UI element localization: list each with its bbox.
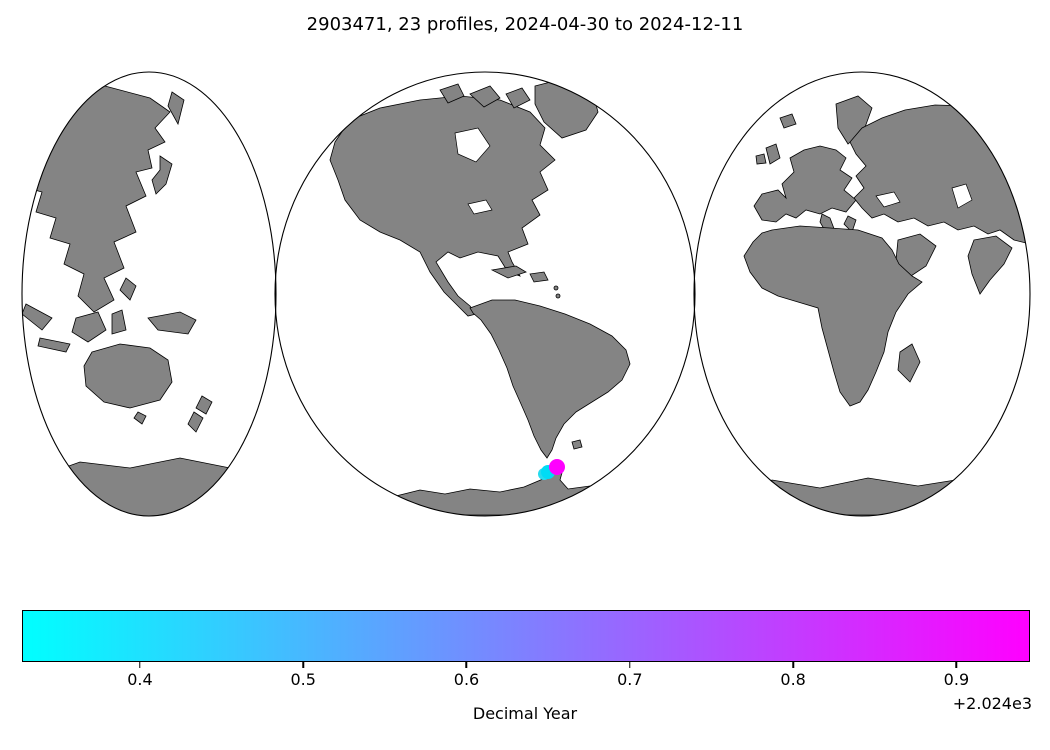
left-lobe-outline	[21, 71, 277, 517]
madagascar-island	[897, 343, 921, 383]
colorbar-axis-label: Decimal Year	[472, 704, 578, 723]
arctic-island	[439, 83, 465, 104]
center-lobe-outline	[274, 71, 696, 517]
japan-islands	[151, 155, 173, 195]
borneo-island	[71, 311, 107, 343]
tick-mark	[465, 662, 468, 668]
philippines-islands	[119, 277, 137, 301]
colorbar-tick: 0.7	[617, 662, 643, 689]
kamchatka-peninsula	[167, 91, 185, 126]
ireland-island	[755, 153, 767, 165]
tick-mark	[302, 662, 304, 668]
australia-landmass	[83, 343, 173, 409]
colorbar-tick: 0.8	[780, 662, 806, 689]
great-lakes	[467, 199, 493, 215]
iceland-island	[779, 113, 797, 129]
india-landmass	[967, 235, 1013, 295]
new-zealand-north-island	[195, 395, 213, 415]
cuba-island	[490, 265, 527, 279]
asia-landmass	[22, 85, 171, 313]
plot-title: 2903471, 23 profiles, 2024-04-30 to 2024…	[306, 14, 744, 35]
java-island	[37, 337, 71, 353]
projection-lobe-outlines	[21, 71, 1031, 517]
profile-points-group	[538, 459, 565, 480]
sulawesi-island	[111, 309, 127, 335]
colorbar-gradient	[22, 610, 1030, 662]
antilles-island	[553, 285, 559, 291]
south-america-landmass	[469, 299, 631, 459]
profile-marker	[549, 459, 565, 475]
new-guinea-island	[147, 311, 197, 335]
right-lobe-outline	[693, 71, 1031, 517]
tick-label: 0.7	[617, 670, 643, 689]
colorbar-tick: 0.9	[944, 662, 969, 689]
colorbar-offset-text: +2.024e3	[952, 694, 1032, 713]
north-america-landmass	[329, 95, 556, 317]
tick-label: 0.6	[453, 670, 480, 689]
tick-mark	[629, 662, 631, 668]
tick-label: 0.5	[290, 670, 316, 689]
new-zealand-south-island	[187, 411, 204, 433]
tasmania-island	[133, 411, 147, 425]
tick-mark	[139, 662, 141, 668]
colorbar-tick: 0.5	[290, 662, 316, 689]
black-sea	[875, 191, 901, 208]
colorbar-tick: 0.6	[454, 662, 479, 689]
tick-label: 0.8	[780, 670, 806, 689]
colorbar-tick: 0.4	[127, 662, 153, 689]
hispaniola-island	[529, 271, 549, 283]
tick-label: 0.4	[127, 670, 153, 689]
africa-landmass	[743, 225, 923, 407]
canadian-arctic-islands	[439, 83, 531, 109]
hudson-bay	[454, 127, 491, 163]
center-lobe-land	[329, 77, 631, 516]
arctic-island	[469, 85, 501, 108]
antarctica-right-segment	[727, 477, 1023, 516]
antilles-island	[555, 293, 561, 299]
caspian-sea	[951, 183, 973, 209]
tick-mark	[792, 662, 794, 668]
great-britain-island	[765, 143, 781, 165]
tick-mark	[955, 662, 958, 668]
tick-label: 0.9	[943, 670, 970, 689]
falkland-islands	[571, 439, 583, 450]
sumatra-island	[22, 303, 53, 331]
europe-landmass	[753, 145, 857, 223]
arctic-island	[505, 87, 531, 109]
